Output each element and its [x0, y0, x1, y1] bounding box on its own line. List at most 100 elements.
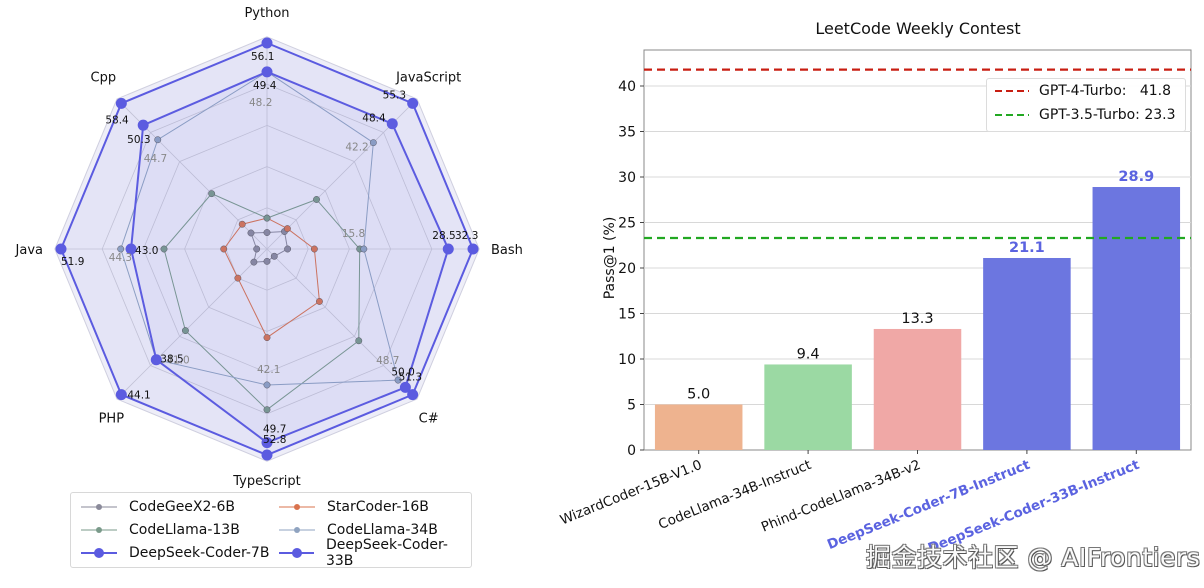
radar-value-label: 52.8 [263, 434, 286, 446]
radar-point [284, 245, 292, 253]
radar-point [315, 297, 323, 305]
radar-value-label: 48.7 [376, 355, 399, 367]
radar-point [261, 37, 273, 49]
y-tick-label: 0 [627, 443, 636, 459]
y-tick-label: 40 [618, 79, 636, 95]
bar-data-label: 28.9 [1118, 169, 1154, 185]
radar-chart: 48.2 42.2 15.8 48.7 42.1 41.0 44.3 44.7 49.4 48.4… [15, 6, 523, 489]
radar-value-label: 28.5 [432, 230, 455, 242]
radar-point [125, 243, 137, 255]
dashed-line-icon [995, 114, 1029, 116]
radar-value-label: 15.8 [342, 228, 365, 240]
radar-value-label: 44.3 [109, 252, 132, 264]
radar-point [399, 381, 411, 393]
radar-series-starcoder-16b [220, 214, 323, 342]
bar [654, 404, 743, 450]
radar-value-label: 49.7 [263, 424, 286, 436]
radar-point [261, 66, 273, 78]
radar-point [442, 243, 454, 255]
radar-point [310, 245, 318, 253]
radar-axis-label: C# [419, 412, 439, 427]
radar-series-deepseek-coder-33b [55, 37, 479, 461]
radar-legend-item: CodeGeeX2-6B [81, 496, 235, 518]
bar [983, 257, 1071, 450]
y-tick-label: 30 [618, 170, 636, 186]
legend-label: DeepSeek-Coder-7B [129, 545, 270, 561]
watermark: 掘金技术社区 @ AIFrontiers [866, 543, 1201, 572]
radar-point [270, 252, 278, 260]
radar-axis-label: Python [244, 6, 289, 21]
legend-label: CodeLlama-13B [129, 522, 240, 538]
radar-axis-label: TypeScript [232, 474, 301, 489]
radar-point [407, 97, 419, 109]
radar-point [313, 196, 320, 203]
radar-point [360, 245, 368, 253]
radar-point [261, 437, 273, 449]
radar-legend-item: DeepSeek-Coder-7B [81, 542, 269, 564]
legend-label: StarCoder-16B [327, 499, 429, 515]
y-tick-label: 25 [618, 216, 636, 232]
radar-value-label: 42.1 [257, 364, 280, 376]
legend-label: GPT-4-Turbo: 41.8 [1039, 83, 1172, 99]
radar-point [263, 214, 271, 222]
radar-point [220, 245, 228, 253]
radar-value-label: 44.7 [144, 153, 167, 165]
radar-point [386, 118, 398, 130]
bar-legend: GPT-4-Turbo: 41.8 GPT-3.5-Turbo: 23.3 [986, 78, 1186, 132]
radar-point [283, 225, 291, 233]
legend-marker-icon [279, 548, 314, 558]
radar-series-deepseek-coder-7b [125, 66, 454, 449]
radar-point [150, 354, 162, 366]
legend-marker-icon [279, 527, 315, 533]
radar-axis-label: Bash [491, 243, 523, 258]
radar-point [407, 389, 419, 401]
radar-point [154, 136, 162, 144]
radar-point [160, 245, 168, 253]
radar-point [355, 337, 363, 345]
radar-point [253, 245, 261, 253]
radar-point [263, 334, 271, 342]
bar-data-label: 9.4 [797, 346, 820, 362]
radar-point [115, 389, 127, 401]
radar-point [234, 274, 242, 282]
radar-point [263, 381, 271, 389]
bar-data-label: 5.0 [687, 387, 710, 403]
dashed-line-icon [995, 90, 1029, 92]
radar-point [263, 406, 271, 414]
radar-point [181, 327, 189, 335]
radar-legend-item: CodeLlama-34B [279, 519, 438, 541]
legend-marker-icon [81, 527, 117, 533]
radar-value-label: 51.3 [399, 372, 422, 384]
legend-marker-icon [81, 504, 117, 510]
radar-value-label: 56.1 [251, 51, 274, 63]
radar-value-label: 41.0 [166, 355, 189, 367]
radar-value-label: 58.4 [105, 114, 129, 126]
radar-point [250, 258, 258, 266]
bar [1092, 187, 1181, 450]
radar-spoke [266, 248, 418, 400]
radar-value-label: 32.3 [455, 230, 478, 242]
radar-point [247, 229, 255, 237]
radar-axis-label: PHP [99, 412, 125, 427]
y-tick-label: 5 [627, 398, 636, 414]
y-tick-label: 10 [618, 352, 636, 368]
radar-point [261, 449, 273, 461]
bar-data-label: 13.3 [901, 311, 933, 327]
y-tick-label: 35 [618, 125, 636, 141]
legend-marker-icon [279, 504, 315, 510]
legend-label: GPT-3.5-Turbo: 23.3 [1039, 107, 1176, 123]
radar-axis-label: Cpp [91, 70, 117, 85]
radar-axis-label: Java [15, 243, 43, 258]
y-tick-label: 20 [618, 261, 636, 277]
legend-marker-icon [81, 548, 117, 558]
bar-chart-ylabel: Pass@1 (%) [602, 217, 618, 300]
radar-value-label: 44.1 [127, 390, 150, 402]
radar-spoke [116, 248, 268, 400]
legend-label: CodeGeeX2-6B [129, 499, 235, 515]
bar-data-label: 21.1 [1009, 240, 1045, 256]
radar-point [117, 245, 125, 253]
radar-point [263, 257, 271, 265]
radar-point [55, 243, 67, 255]
radar-legend-item: CodeLlama-13B [81, 519, 240, 541]
radar-value-label: 42.2 [345, 142, 368, 154]
